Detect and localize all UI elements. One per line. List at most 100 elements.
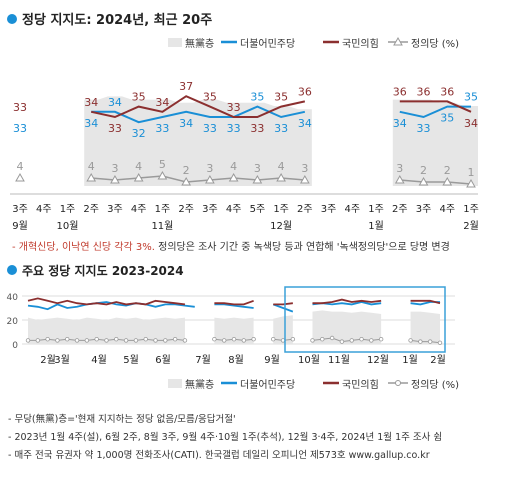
chart2-justice-point xyxy=(55,338,60,343)
chart1-ppp-label: 34 xyxy=(155,96,169,109)
chart1-ppp-label: 36 xyxy=(393,85,407,98)
chart2-none-area-3 xyxy=(312,310,382,344)
chart2-justice-point xyxy=(74,338,80,343)
legend2-minjoo-label: 더불어민주당 xyxy=(240,379,295,391)
chart1-justice-point xyxy=(276,172,286,182)
title-dot-icon xyxy=(7,14,17,24)
chart1-justice-line-1 xyxy=(91,175,305,183)
legend2-none-label: 無黨층 xyxy=(185,378,214,391)
chart2-justice-point xyxy=(359,337,364,342)
chart2-highlight-box xyxy=(284,286,446,353)
chart1-none-area-0 xyxy=(84,96,312,186)
chart1-justice-label: 4 xyxy=(88,160,95,173)
chart2-ppp-line-1 xyxy=(214,299,254,306)
footnote-2: - 2023년 1월 4주(설), 6월 2주, 8월 3주, 9월 4주·10… xyxy=(8,431,442,443)
chart2-month-label: 12월 xyxy=(367,354,389,366)
chart2-justice-point xyxy=(329,335,335,341)
chart1-ppp-label: 35 xyxy=(203,91,217,104)
chart2-justice-point xyxy=(310,338,315,343)
chart1-justice-line-2 xyxy=(399,179,472,185)
chart2-justice-point xyxy=(153,338,158,343)
chart1-justice-label: 2 xyxy=(444,164,451,177)
chart1-x-tick: 2주 xyxy=(83,204,99,215)
chart1-x-tick: 3주 xyxy=(416,204,432,215)
chart1-minjoo-label: 32 xyxy=(132,127,146,140)
chart1-justice-point xyxy=(466,178,476,188)
chart1-minjoo-label: 33 xyxy=(417,122,431,135)
chart2-y-tick: 20 xyxy=(7,317,19,327)
chart2-month-label: 6월 xyxy=(155,354,171,366)
chart1-minjoo-label: 35 xyxy=(250,91,264,104)
chart1-justice-point xyxy=(110,174,120,184)
chart1-month-label: 9월 xyxy=(12,220,28,232)
chart1-justice-point xyxy=(394,174,405,184)
chart1-x-tick: 3주 xyxy=(107,204,123,215)
chart2-month-label: 9월 xyxy=(264,354,280,366)
chart2-none-area-2 xyxy=(273,315,293,344)
chart1-justice-point xyxy=(418,176,429,186)
footnote-3: - 매주 전국 유권자 약 1,000명 전화조사(CATI). 한국갤럽 데일… xyxy=(8,449,430,461)
chart1-x-tick: 1주 xyxy=(463,204,479,215)
chart1-justice-label: 4 xyxy=(278,160,285,173)
chart2-justice-point xyxy=(437,340,443,345)
chart1-x-tick: 4주 xyxy=(226,204,242,215)
chart2-justice-point xyxy=(378,337,384,342)
chart1-x-tick: 4주 xyxy=(131,204,147,215)
chart1-note: - 개혁신당, 이낙연 신당 각각 3%. 정의당은 조사 기간 중 녹색당 등… xyxy=(12,240,450,253)
legend2-none-swatch xyxy=(168,379,182,388)
chart2-justice-point xyxy=(408,338,413,343)
chart2-justice-point xyxy=(65,337,70,342)
chart2-none-area-4 xyxy=(410,311,440,344)
chart1-minjoo-label: 34 xyxy=(108,96,122,109)
chart1-justice-label: 2 xyxy=(420,164,427,177)
chart1-x-tick: 1주 xyxy=(155,204,171,215)
chart2-justice-point xyxy=(320,337,325,342)
chart2-month-label: 4월 xyxy=(91,354,107,366)
chart1-minjoo-label: 35 xyxy=(440,112,454,125)
chart1-minjoo-label: 34 xyxy=(298,117,312,130)
chart1-justice-point xyxy=(133,172,144,182)
chart1-ppp-label: 33 xyxy=(227,101,241,114)
chart2-justice-point xyxy=(221,338,227,343)
chart1-justice-label: 2 xyxy=(183,164,190,177)
chart2-justice-point xyxy=(182,338,188,343)
chart1-x-tick: 4주 xyxy=(36,204,52,215)
chart2-none-area-1 xyxy=(214,317,254,344)
chart1-justice-label: 3 xyxy=(206,162,213,175)
chart1-x-tick: 3주 xyxy=(321,204,337,215)
chart1-minjoo-label: 34 xyxy=(393,117,407,130)
chart2-justice-point xyxy=(45,337,50,342)
chart2-justice-point xyxy=(251,337,256,342)
chart1-x-tick: 3주 xyxy=(12,204,28,215)
chart1-month-label: 2월 xyxy=(463,220,479,232)
chart1-month-label: 11월 xyxy=(151,220,173,232)
legend-justice-label: 정의당 (%) xyxy=(411,38,459,50)
chart1-x-tick: 4주 xyxy=(439,204,455,215)
chart1-x-tick: 3주 xyxy=(202,204,218,215)
legend-none-swatch xyxy=(168,38,182,47)
chart2-month-label: 2월 xyxy=(430,354,446,366)
chart1-none-area-1 xyxy=(392,99,478,186)
chart1-justice-label: 1 xyxy=(468,166,475,179)
chart1-justice-point xyxy=(15,172,25,182)
chart2-ppp-line-2 xyxy=(273,302,293,306)
chart1-ppp-label: 33 xyxy=(108,122,122,135)
chart2-minjoo-line-2 xyxy=(272,303,294,313)
chart1-x-tick: 5주 xyxy=(250,204,266,215)
chart2-month-label: 5월 xyxy=(123,354,139,366)
chart2-ppp-line-3 xyxy=(312,298,382,305)
chart2-month-label: 8월 xyxy=(228,354,244,366)
legend2-ppp-label: 국민의힘 xyxy=(342,379,379,391)
chart1-justice-point xyxy=(252,174,263,184)
chart1-justice-point xyxy=(228,172,239,182)
chart1-x-tick: 1주 xyxy=(60,204,76,215)
note-rest-part: 정의당은 조사 기간 중 녹색당 등과 연합해 '녹색정의당'으로 당명 변경 xyxy=(155,240,450,253)
chart1-justice-label: 4 xyxy=(17,160,24,173)
chart1-ppp-label: 34 xyxy=(464,117,478,130)
chart1-justice-point xyxy=(299,174,310,184)
note-red-part: - 개혁신당, 이낙연 신당 각각 3%. xyxy=(12,241,155,253)
chart1-ppp-label: 33 xyxy=(250,122,264,135)
legend-ppp-label: 국민의힘 xyxy=(342,38,379,50)
chart1-ppp-line-1 xyxy=(90,95,306,119)
